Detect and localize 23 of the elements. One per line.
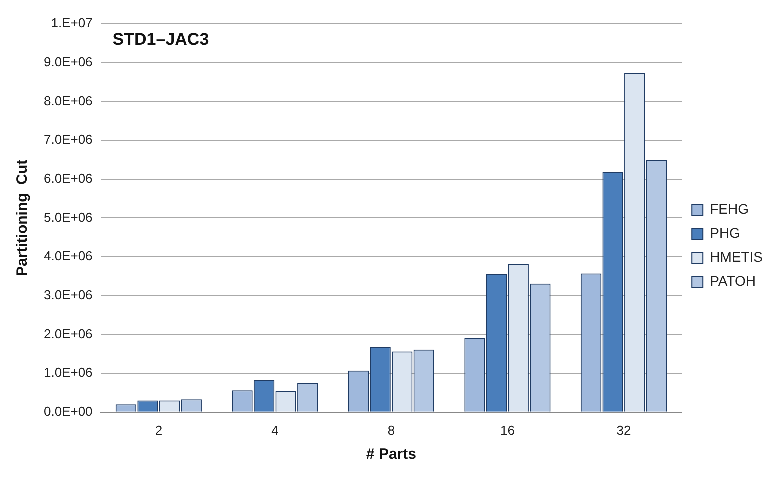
legend-label: PHG (710, 224, 740, 241)
y-tick-label: 6.0E+06 (44, 170, 93, 186)
x-tick-label: 4 (272, 422, 279, 438)
y-tick-label: 1.0E+06 (44, 365, 93, 380)
x-tick-label: 32 (616, 422, 632, 438)
y-tick-label: 1.E+07 (51, 16, 93, 31)
chart-title: STD1–JAC3 (112, 30, 210, 50)
x-tick-label: 8 (388, 422, 396, 438)
y-axis-title: Partitioning Cut (14, 160, 32, 277)
y-tick-label: 2.0E+06 (44, 326, 93, 342)
x-tick-label: 16 (500, 422, 515, 438)
y-tick-label: 0.0E+00 (44, 404, 93, 419)
y-tick-label: 5.0E+06 (44, 210, 93, 225)
x-axis-title: # Parts (366, 446, 416, 464)
legend-label: PATOH (710, 272, 756, 289)
x-tick-label: 2 (155, 422, 163, 438)
y-tick-label: 7.0E+06 (44, 132, 93, 148)
legend-label: FEHG (710, 200, 749, 217)
y-tick-label: 8.0E+06 (44, 93, 93, 108)
y-tick-label: 9.0E+06 (44, 54, 93, 70)
y-tick-label: 4.0E+06 (44, 248, 93, 264)
legend-label: HMETIS (710, 248, 763, 265)
y-tick-label: 3.0E+06 (44, 287, 93, 302)
